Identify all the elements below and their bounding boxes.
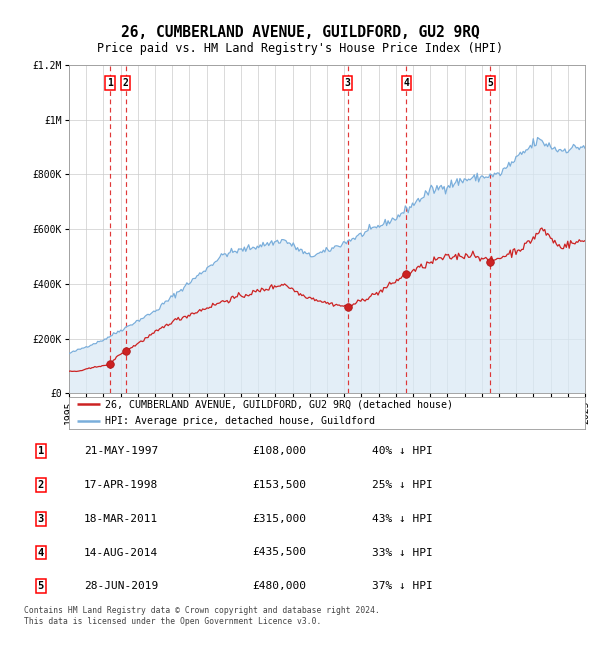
Text: 26, CUMBERLAND AVENUE, GUILDFORD, GU2 9RQ: 26, CUMBERLAND AVENUE, GUILDFORD, GU2 9R… — [121, 25, 479, 40]
Text: 40% ↓ HPI: 40% ↓ HPI — [372, 446, 433, 456]
Text: Price paid vs. HM Land Registry's House Price Index (HPI): Price paid vs. HM Land Registry's House … — [97, 42, 503, 55]
Text: 3: 3 — [345, 78, 351, 88]
Text: 17-APR-1998: 17-APR-1998 — [84, 480, 158, 490]
Text: 4: 4 — [38, 547, 44, 558]
Text: 33% ↓ HPI: 33% ↓ HPI — [372, 547, 433, 558]
Text: 28-JUN-2019: 28-JUN-2019 — [84, 581, 158, 592]
Text: 5: 5 — [487, 78, 493, 88]
Text: 18-MAR-2011: 18-MAR-2011 — [84, 514, 158, 524]
Text: Contains HM Land Registry data © Crown copyright and database right 2024.
This d: Contains HM Land Registry data © Crown c… — [24, 606, 380, 626]
Text: £480,000: £480,000 — [252, 581, 306, 592]
Text: 1: 1 — [38, 446, 44, 456]
Text: 21-MAY-1997: 21-MAY-1997 — [84, 446, 158, 456]
Text: £315,000: £315,000 — [252, 514, 306, 524]
Text: 4: 4 — [404, 78, 409, 88]
Text: 5: 5 — [38, 581, 44, 592]
Text: £435,500: £435,500 — [252, 547, 306, 558]
Text: HPI: Average price, detached house, Guildford: HPI: Average price, detached house, Guil… — [105, 415, 375, 426]
Text: 1: 1 — [107, 78, 113, 88]
Text: 3: 3 — [38, 514, 44, 524]
Text: 43% ↓ HPI: 43% ↓ HPI — [372, 514, 433, 524]
Text: 14-AUG-2014: 14-AUG-2014 — [84, 547, 158, 558]
Text: 25% ↓ HPI: 25% ↓ HPI — [372, 480, 433, 490]
Text: 26, CUMBERLAND AVENUE, GUILDFORD, GU2 9RQ (detached house): 26, CUMBERLAND AVENUE, GUILDFORD, GU2 9R… — [105, 399, 453, 410]
Text: 2: 2 — [122, 78, 128, 88]
Text: 37% ↓ HPI: 37% ↓ HPI — [372, 581, 433, 592]
Text: £153,500: £153,500 — [252, 480, 306, 490]
Text: £108,000: £108,000 — [252, 446, 306, 456]
Text: 2: 2 — [38, 480, 44, 490]
